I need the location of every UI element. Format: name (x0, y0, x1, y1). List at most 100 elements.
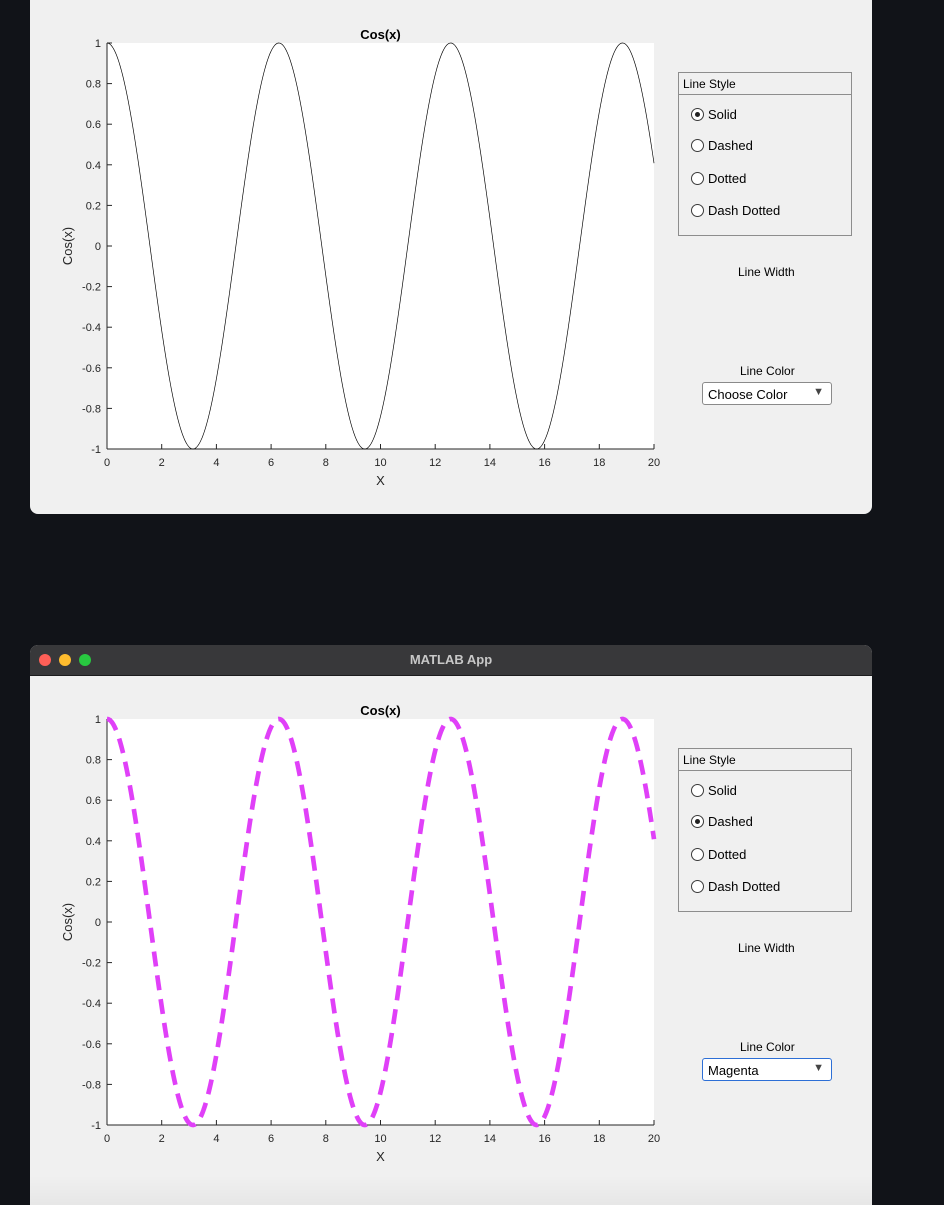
line-style-panel: Line Style Solid Dashed Dotted Dash Dott… (678, 748, 852, 912)
cos-plot-1: 0 2 4 6 8 10 12 14 16 18 20 1 0.8 0.6 0.4 0.2 0 -0.2 -0.4 -… (60, 27, 660, 488)
y-tick-label: 0.2 (86, 876, 101, 888)
y-tick-label: 0.2 (86, 200, 101, 212)
radio-dashed[interactable]: Dashed (691, 812, 753, 830)
x-axis-label: X (376, 1149, 385, 1164)
x-tick-label: 18 (593, 457, 605, 469)
line-width-slider[interactable]: 0.52.54.56.58.510 (678, 960, 858, 1004)
app-content-1: 0 2 4 6 8 10 12 14 16 18 20 1 0.8 0.6 0.4 0.2 0 -0.2 -0.4 -… (30, 0, 872, 514)
line-color-dropdown[interactable]: Choose Color ▼ (702, 382, 832, 405)
radio-button[interactable] (691, 879, 704, 893)
x-tick-label: 16 (538, 1133, 550, 1145)
radio-dash-dotted-label: Dash Dotted (708, 202, 781, 218)
x-tick-label: 20 (648, 1133, 660, 1145)
y-tick-label: 0.8 (86, 79, 101, 91)
x-tick-label: 4 (213, 1133, 219, 1145)
line-color-value: Magenta (708, 1063, 759, 1078)
radio-dash-dotted-label: Dash Dotted (708, 878, 781, 894)
maximize-window-icon[interactable] (79, 654, 91, 666)
x-axis-label: X (376, 473, 385, 488)
cos-series-line (106, 716, 657, 1128)
x-tick-label: 6 (268, 1133, 274, 1145)
app-content-2: 0 2 4 6 8 10 12 14 16 18 20 1 0.8 0.6 0.4 0.2 0 -0.2 -0.4 -… (30, 676, 872, 1205)
x-tick-label: 8 (323, 1133, 329, 1145)
line-color-dropdown[interactable]: Magenta ▼ (702, 1058, 832, 1081)
radio-button[interactable] (691, 847, 704, 861)
radio-dotted-label: Dotted (708, 170, 747, 186)
y-tick-label: -0.4 (82, 322, 101, 334)
minimize-window-icon[interactable] (59, 654, 71, 666)
line-style-panel: Line Style Solid Dashed Dotted Dash Dott… (678, 72, 852, 236)
y-tick-label: -0.6 (82, 363, 101, 375)
radio-dotted-label: Dotted (708, 846, 747, 862)
line-style-panel-title: Line Style (679, 73, 851, 95)
radio-button[interactable] (691, 814, 704, 828)
y-tick-label: 0.8 (86, 755, 101, 767)
dropdown-arrow-icon: ▼ (813, 1062, 824, 1074)
radio-dashed[interactable]: Dashed (691, 136, 753, 154)
line-color-value: Choose Color (708, 387, 788, 402)
y-tick-label: 1 (95, 714, 101, 726)
radio-button[interactable] (691, 203, 704, 217)
close-window-icon[interactable] (39, 654, 51, 666)
title-bar[interactable]: MATLAB App (30, 645, 872, 676)
plot-area (107, 719, 654, 1125)
radio-button[interactable] (691, 107, 704, 121)
x-tick-label: 4 (213, 457, 219, 469)
y-tick-label: -0.8 (82, 403, 101, 415)
x-tick-label: 6 (268, 457, 274, 469)
x-tick-label: 10 (374, 1133, 386, 1145)
radio-dashed-label: Dashed (708, 137, 753, 153)
line-color-label: Line Color (740, 1040, 795, 1054)
window-title: MATLAB App (409, 652, 493, 667)
line-color-label: Line Color (740, 364, 795, 378)
cos-series-line (106, 42, 655, 450)
radio-dash-dotted[interactable]: Dash Dotted (691, 201, 780, 219)
x-tick-label: 0 (104, 457, 110, 469)
line-width-label: Line Width (738, 265, 795, 279)
x-tick-label: 12 (429, 1133, 441, 1145)
radio-button[interactable] (691, 783, 704, 797)
x-tick-label: 12 (429, 457, 441, 469)
radio-button[interactable] (691, 171, 704, 185)
y-axis-label: Cos(x) (60, 903, 75, 941)
x-tick-label: 14 (484, 1133, 496, 1145)
plot-area (107, 43, 654, 449)
y-tick-label: 0 (95, 917, 101, 929)
shadow (30, 1175, 872, 1205)
x-tick-label: 2 (159, 457, 165, 469)
radio-dotted[interactable]: Dotted (691, 845, 746, 863)
cos-plot-2: 0 2 4 6 8 10 12 14 16 18 20 1 0.8 0.6 0.4 0.2 0 -0.2 -0.4 -… (60, 703, 660, 1164)
x-tick-label: 20 (648, 457, 660, 469)
y-tick-label: -0.2 (82, 282, 101, 294)
radio-dash-dotted[interactable]: Dash Dotted (691, 877, 780, 895)
line-style-panel-title: Line Style (679, 749, 851, 771)
line-width-label: Line Width (738, 941, 795, 955)
chart-title: Cos(x) (360, 27, 400, 42)
y-tick-label: 0.6 (86, 119, 101, 131)
radio-button[interactable] (691, 138, 704, 152)
radio-solid-label: Solid (708, 106, 737, 122)
y-tick-label: 0.4 (86, 836, 101, 848)
y-tick-label: 0.4 (86, 160, 101, 172)
radio-solid[interactable]: Solid (691, 781, 737, 799)
y-tick-label: -1 (91, 1120, 101, 1132)
x-tick-label: 10 (374, 457, 386, 469)
x-tick-label: 8 (323, 457, 329, 469)
x-tick-label: 16 (538, 457, 550, 469)
y-tick-label: -0.8 (82, 1079, 101, 1091)
radio-dotted[interactable]: Dotted (691, 169, 746, 187)
y-tick-label: 1 (95, 38, 101, 50)
radio-solid-label: Solid (708, 782, 737, 798)
y-tick-label: -0.4 (82, 998, 101, 1010)
y-tick-label: 0 (95, 241, 101, 253)
y-tick-label: -0.2 (82, 958, 101, 970)
app-window-1: 0 2 4 6 8 10 12 14 16 18 20 1 0.8 0.6 0.4 0.2 0 -0.2 -0.4 -… (30, 0, 872, 514)
radio-solid[interactable]: Solid (691, 105, 737, 123)
x-tick-label: 2 (159, 1133, 165, 1145)
y-tick-label: 0.6 (86, 795, 101, 807)
y-tick-label: -1 (91, 444, 101, 456)
x-tick-label: 18 (593, 1133, 605, 1145)
radio-dashed-label: Dashed (708, 813, 753, 829)
app-window-2: MATLAB App 0 2 4 6 8 10 12 14 16 18 20 1 0.8 0.6 0.4 0.… (30, 645, 872, 1205)
line-width-slider[interactable]: 0.52.54.56.58.510 (678, 284, 858, 328)
